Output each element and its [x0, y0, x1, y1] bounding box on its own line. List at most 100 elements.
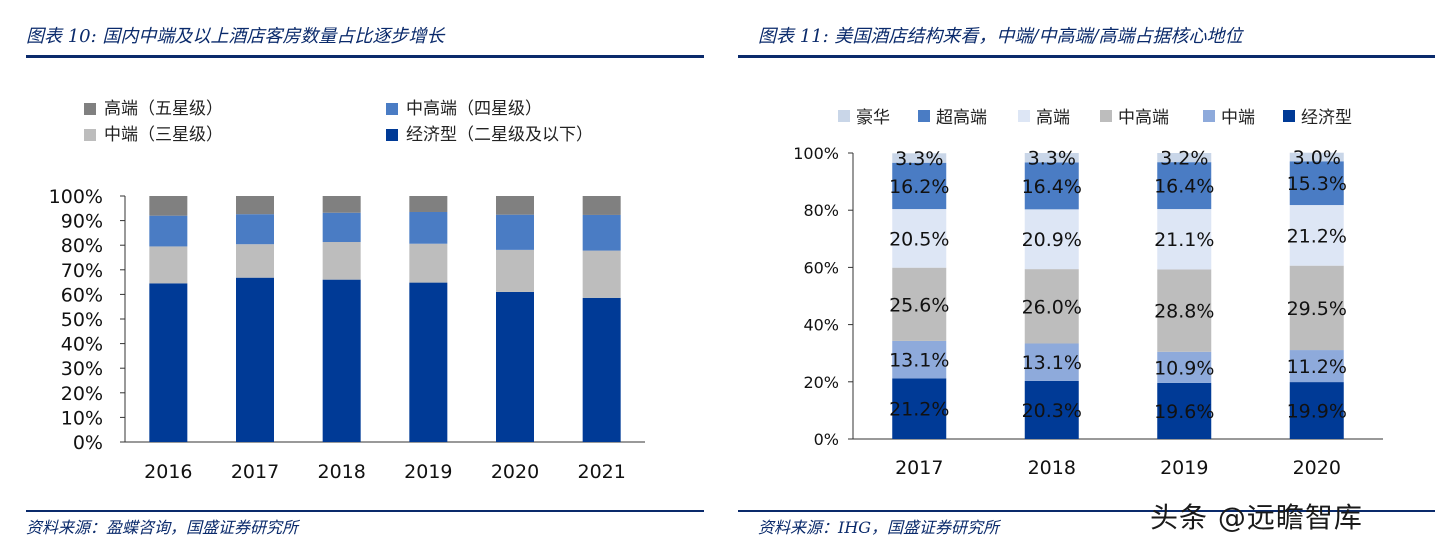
bar-segment-2019-series-3 — [1157, 209, 1212, 270]
right-title-rule — [738, 55, 1435, 58]
bar-segment-2018-series-0 — [1024, 380, 1079, 439]
legend-label-2: 中端（三星级） — [104, 125, 223, 145]
left-stacked-bar-chart: 高端（五星级） 中高端（四星级） 中端（三星级） 经济型（二星级及以下） 0% 10% 20… — [49, 99, 645, 483]
data-label: 3.3% — [895, 148, 943, 170]
data-label: 29.5% — [1287, 298, 1347, 320]
y-tick-label: 40% — [61, 334, 103, 356]
legend-swatch-5 — [1283, 110, 1295, 122]
bar-segment-2019-series-2 — [1157, 269, 1212, 352]
y-tick-label: 90% — [61, 211, 103, 233]
y-tick-label: 30% — [61, 358, 103, 380]
legend-swatch-4 — [1203, 110, 1215, 122]
bar-segment-2018-series-3 — [1024, 209, 1079, 270]
bar-segment-2017-series-3 — [236, 196, 274, 215]
x-tick-label: 2018 — [317, 461, 365, 483]
legend-label-2: 高端 — [1036, 108, 1070, 128]
data-label: 10.9% — [1154, 357, 1214, 379]
legend-swatch-3 — [1100, 110, 1112, 122]
right-source-rule — [738, 510, 1435, 512]
y-tick-label: 60% — [803, 258, 839, 277]
data-label: 3.0% — [1293, 147, 1341, 169]
data-label: 13.1% — [889, 350, 949, 372]
legend-swatch-1 — [386, 103, 398, 115]
y-tick-label: 0% — [814, 430, 839, 449]
y-tick-label: 50% — [61, 309, 103, 331]
y-tick-label: 0% — [73, 432, 103, 454]
bar-segment-2019-series-3 — [409, 196, 448, 212]
bar-segment-2018-series-2 — [1024, 269, 1079, 344]
bar-segment-2018-series-1 — [322, 242, 361, 280]
bar-segment-2017-series-1 — [236, 244, 274, 278]
bar-segment-2018-series-2 — [322, 212, 361, 243]
data-label: 21.1% — [1154, 229, 1214, 251]
left-chart-title: 图表 10: 国内中端及以上酒店客房数量占比逐步增长 — [26, 26, 445, 47]
data-label: 26.0% — [1022, 296, 1082, 318]
data-label: 16.2% — [889, 176, 949, 198]
data-label: 20.3% — [1022, 400, 1082, 422]
bar-segment-2016-series-2 — [149, 215, 188, 247]
bar-segment-2017-series-0 — [892, 378, 947, 439]
bar-segment-2017-series-4 — [892, 162, 947, 210]
bar-segment-2020-series-1 — [1289, 350, 1344, 383]
bar-segment-2018-series-3 — [322, 196, 361, 213]
x-tick-label: 2017 — [231, 461, 279, 483]
bar-segment-2021-series-2 — [582, 214, 621, 251]
bar-segment-2018-series-0 — [322, 279, 361, 442]
legend-swatch-0 — [84, 103, 96, 115]
bar-segment-2017-series-0 — [236, 277, 274, 442]
bar-segment-2020-series-3 — [496, 196, 534, 215]
bar-segment-2020-series-0 — [1289, 382, 1344, 439]
legend-label-0: 豪华 — [856, 107, 890, 128]
x-tick-label: 2020 — [491, 461, 539, 483]
bar-segment-2020-series-1 — [496, 249, 534, 292]
legend-swatch-2 — [1018, 110, 1030, 122]
legend-label-1: 中高端（四星级） — [406, 99, 542, 119]
bar-segment-2016-series-0 — [149, 283, 188, 442]
bar-segment-2018-series-5 — [1024, 153, 1079, 163]
right-stacked-bar-chart: 豪华 超高端 高端 中高端 中端 经济型 0% 20% 40% 60% 80% 100% 21.2% 13… — [793, 107, 1383, 479]
bar-segment-2020-series-5 — [1289, 152, 1344, 162]
bar-segment-2018-series-4 — [1024, 162, 1079, 210]
data-label: 11.2% — [1287, 356, 1347, 378]
bar-segment-2019-series-1 — [409, 243, 448, 283]
left-source-rule — [26, 510, 704, 512]
legend-label-3: 中高端 — [1118, 108, 1169, 128]
legend-label-0: 高端（五星级） — [104, 99, 223, 119]
legend-label-3: 经济型（二星级及以下） — [406, 125, 593, 145]
right-source-note: 资料来源：IHG，国盛证券研究所 — [758, 518, 1000, 537]
bar-segment-2017-series-5 — [892, 153, 947, 163]
legend-label-1: 超高端 — [936, 108, 987, 128]
bar-segment-2021-series-0 — [582, 297, 621, 442]
data-label: 15.3% — [1287, 173, 1347, 195]
watermark-text: 头条 @远瞻智库 — [1150, 501, 1363, 534]
bar-segment-2017-series-3 — [892, 209, 947, 268]
x-tick-label: 2016 — [144, 461, 192, 483]
y-tick-label: 100% — [49, 186, 103, 208]
bar-segment-2017-series-2 — [892, 267, 947, 341]
left-source-note: 资料来源：盈蝶咨询，国盛证券研究所 — [26, 518, 299, 537]
data-label: 25.6% — [889, 294, 949, 316]
legend-swatch-0 — [838, 110, 850, 122]
right-chart-title: 图表 11: 美国酒店结构来看，中端/中高端/高端占据核心地位 — [758, 26, 1243, 47]
bar-segment-2020-series-0 — [496, 291, 534, 442]
x-tick-label: 2019 — [1160, 457, 1208, 479]
y-tick-label: 10% — [61, 407, 103, 429]
y-tick-label: 40% — [803, 316, 839, 335]
y-tick-label: 20% — [803, 373, 839, 392]
bar-segment-2016-series-3 — [149, 196, 188, 216]
data-label: 3.3% — [1028, 148, 1076, 170]
bar-segment-2019-series-0 — [1157, 382, 1212, 439]
data-label: 19.9% — [1287, 401, 1347, 423]
bar-segment-2019-series-1 — [1157, 351, 1212, 383]
bar-segment-2019-series-2 — [409, 211, 448, 244]
bar-segment-2021-series-3 — [582, 196, 621, 215]
x-tick-label: 2020 — [1293, 457, 1341, 479]
bar-segment-2019-series-4 — [1157, 162, 1212, 210]
left-title-rule — [26, 55, 704, 58]
y-tick-label: 60% — [61, 284, 103, 306]
x-tick-label: 2021 — [577, 461, 625, 483]
bar-segment-2020-series-2 — [1289, 265, 1344, 351]
data-label: 3.2% — [1160, 148, 1208, 170]
data-label: 16.4% — [1022, 176, 1082, 198]
x-tick-label: 2019 — [404, 461, 452, 483]
